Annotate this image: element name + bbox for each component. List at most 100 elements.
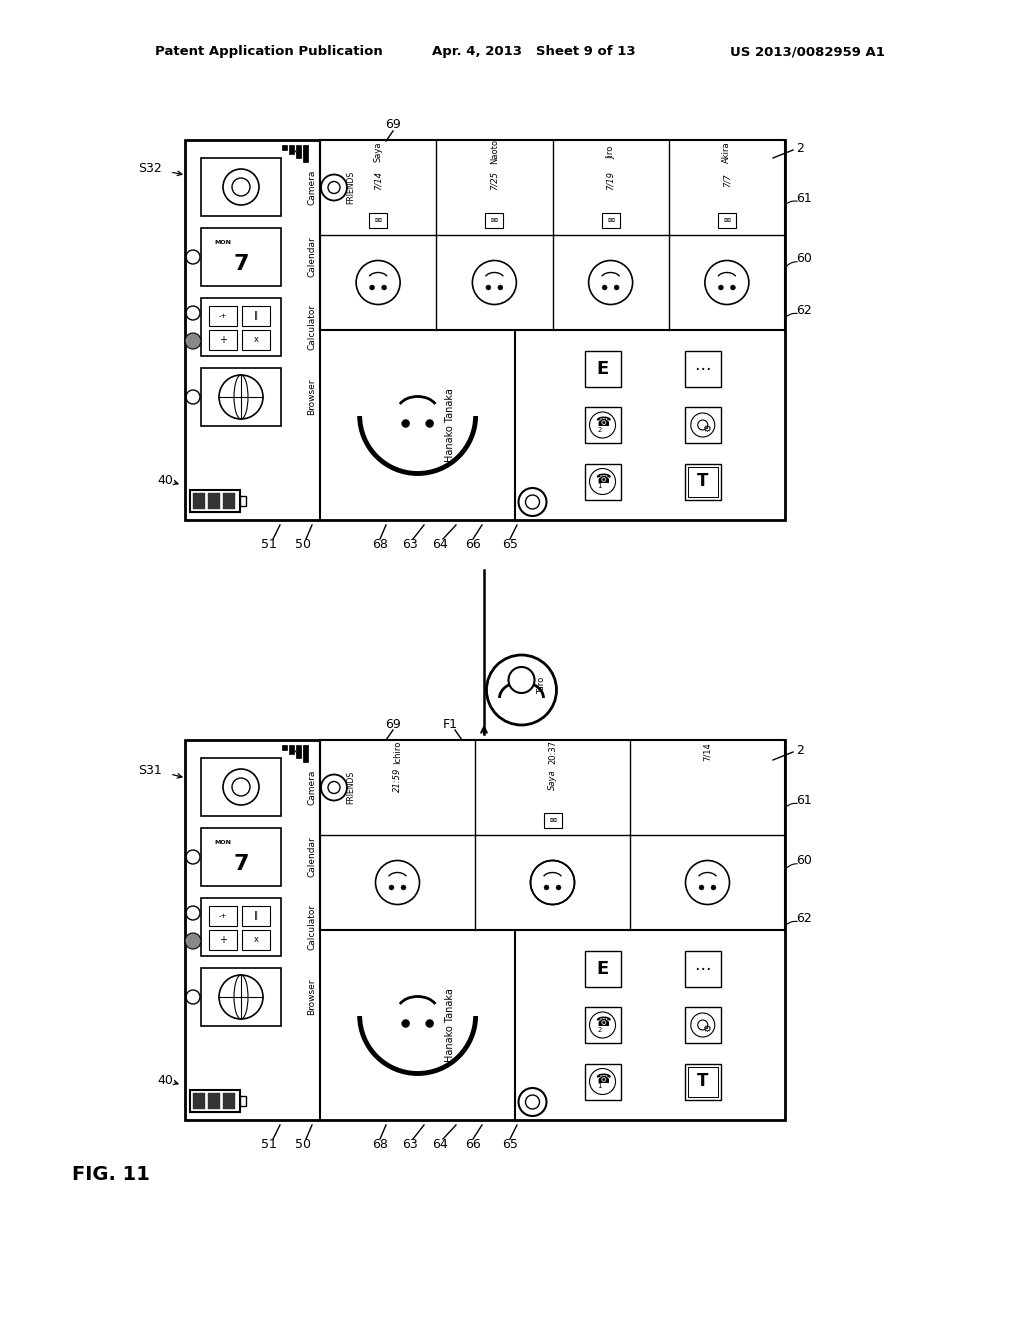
- Text: ☎: ☎: [595, 1016, 610, 1030]
- Circle shape: [485, 285, 490, 290]
- Bar: [201, 968, 281, 1026]
- Text: x: x: [254, 936, 258, 945]
- Circle shape: [185, 933, 201, 949]
- Text: 62: 62: [796, 304, 812, 317]
- Circle shape: [382, 285, 387, 290]
- Text: Ichiro: Ichiro: [393, 741, 402, 764]
- Bar: [201, 758, 281, 816]
- Text: T: T: [697, 1072, 709, 1090]
- Bar: [289, 145, 294, 154]
- Circle shape: [730, 285, 735, 290]
- Circle shape: [556, 884, 561, 890]
- Text: ☎: ☎: [595, 1073, 610, 1086]
- Text: ‖: ‖: [254, 912, 258, 920]
- Text: MON: MON: [214, 239, 231, 244]
- Bar: [319, 140, 785, 330]
- Text: 20:37: 20:37: [548, 741, 557, 764]
- Text: 50: 50: [295, 539, 311, 552]
- Text: 63: 63: [402, 1138, 418, 1151]
- Text: S32: S32: [138, 161, 162, 174]
- Circle shape: [426, 1019, 433, 1027]
- Text: Hanako Tanaka: Hanako Tanaka: [444, 989, 455, 1061]
- Circle shape: [699, 884, 705, 890]
- Text: Naoto: Naoto: [489, 140, 499, 165]
- Text: -+: -+: [219, 913, 227, 919]
- Bar: [240, 1096, 246, 1106]
- Text: Yil: Yil: [294, 750, 306, 760]
- Text: ✉: ✉: [607, 216, 614, 226]
- Text: 7/7: 7/7: [722, 173, 731, 187]
- Text: 64: 64: [432, 539, 447, 552]
- Bar: [209, 906, 237, 927]
- Bar: [303, 145, 308, 162]
- Text: ⋯: ⋯: [694, 960, 711, 978]
- Text: 66: 66: [465, 1138, 481, 1151]
- Circle shape: [401, 884, 406, 890]
- Bar: [282, 145, 287, 150]
- Text: S31: S31: [138, 763, 162, 776]
- Text: FIG. 11: FIG. 11: [72, 1166, 150, 1184]
- Bar: [352, 950, 482, 1015]
- Bar: [190, 1090, 240, 1111]
- Text: ✉: ✉: [490, 216, 498, 226]
- Text: 60: 60: [796, 854, 812, 866]
- Text: ☎: ☎: [595, 417, 610, 429]
- Text: 63: 63: [402, 539, 418, 552]
- Circle shape: [389, 884, 394, 890]
- Text: ⋯: ⋯: [694, 359, 711, 378]
- Text: MON: MON: [214, 840, 231, 845]
- Bar: [585, 351, 621, 387]
- Text: Saya: Saya: [548, 770, 557, 791]
- Text: 2: 2: [796, 743, 804, 756]
- Text: Browser: Browser: [307, 379, 316, 416]
- Bar: [685, 351, 721, 387]
- Bar: [303, 744, 308, 762]
- Circle shape: [544, 884, 549, 890]
- Bar: [585, 1064, 621, 1100]
- Circle shape: [185, 333, 201, 348]
- Text: Apr. 4, 2013   Sheet 9 of 13: Apr. 4, 2013 Sheet 9 of 13: [432, 45, 636, 58]
- Bar: [201, 898, 281, 956]
- Text: 1: 1: [597, 483, 602, 490]
- Circle shape: [602, 285, 607, 290]
- Text: ‖: ‖: [254, 312, 258, 321]
- Text: Akira: Akira: [722, 141, 731, 162]
- Bar: [585, 1007, 621, 1043]
- Text: 65: 65: [502, 539, 518, 552]
- Text: Saya: Saya: [374, 141, 383, 162]
- Circle shape: [401, 1019, 410, 1027]
- Text: ⚙: ⚙: [702, 424, 711, 434]
- Text: -+: -+: [219, 313, 227, 319]
- Bar: [209, 330, 237, 350]
- Text: Calculator: Calculator: [307, 304, 316, 350]
- Text: x: x: [254, 335, 258, 345]
- Bar: [352, 351, 482, 416]
- Text: US 2013/0082959 A1: US 2013/0082959 A1: [730, 45, 885, 58]
- Text: Browser: Browser: [307, 978, 316, 1015]
- Text: 1: 1: [597, 1084, 602, 1089]
- Text: 7/19: 7/19: [606, 170, 615, 190]
- Bar: [688, 466, 718, 496]
- Bar: [208, 492, 220, 510]
- Text: 2: 2: [796, 141, 804, 154]
- Circle shape: [711, 884, 716, 890]
- Circle shape: [498, 285, 503, 290]
- Bar: [201, 828, 281, 886]
- Bar: [209, 931, 237, 950]
- Bar: [201, 368, 281, 426]
- Bar: [242, 330, 270, 350]
- Bar: [296, 744, 301, 758]
- Bar: [223, 492, 234, 510]
- Bar: [485, 213, 504, 228]
- Text: Camera: Camera: [307, 169, 316, 205]
- Text: ☎: ☎: [595, 473, 610, 486]
- Bar: [685, 1064, 721, 1100]
- Bar: [685, 463, 721, 499]
- Bar: [718, 213, 736, 228]
- Text: F1: F1: [442, 718, 458, 730]
- Bar: [190, 490, 240, 512]
- Text: 40: 40: [157, 474, 173, 487]
- Circle shape: [486, 655, 556, 725]
- Circle shape: [426, 420, 433, 428]
- Text: 51: 51: [261, 1138, 276, 1151]
